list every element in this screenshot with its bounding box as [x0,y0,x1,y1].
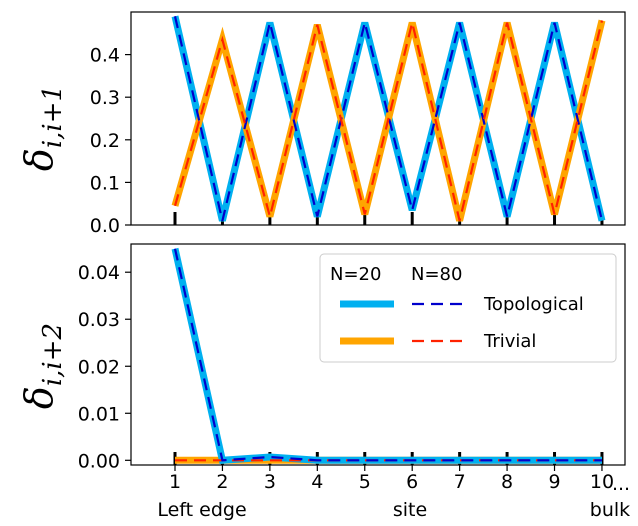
bottom-series-topological-n80 [173,248,602,462]
x-tick-label: 1 [169,471,181,493]
bottom-y-tick-label: 0.01 [78,403,120,425]
bottom-y-axis-label: δi,i+2 [17,323,68,409]
top-y-tick-label: 0.0 [90,215,120,237]
x-annotation-bulk: bulk [590,499,630,521]
top-y-tick-label: 0.1 [90,172,120,194]
x-tick-label: 4 [311,471,323,493]
legend-header-n80: N=80 [411,264,462,285]
top-y-tick-label: 0.4 [90,45,120,67]
legend: N=20 N=80 Topological Trivial [319,253,617,363]
bottom-y-axis-label-sub: i,i+2 [38,323,68,386]
bottom-y-tick-label: 0.00 [78,450,120,472]
x-tick-label: 10 [590,471,614,493]
top-data-layer [171,15,606,225]
bottom-y-tick-label: 0.02 [78,356,120,378]
top-y-ticks: 0.0 0.1 0.2 0.3 0.4 [90,45,131,237]
bottom-y-tick-label: 0.03 [78,309,120,331]
x-tick-label: 6 [406,471,418,493]
x-tick-label: 3 [264,471,276,493]
bottom-y-tick-label: 0.04 [78,262,120,284]
top-y-tick-label: 0.2 [90,130,120,152]
bottom-data-layer [171,247,604,465]
bottom-y-ticks: 0.00 0.01 0.02 0.03 0.04 [78,262,131,472]
top-y-tick-label: 0.3 [90,87,120,109]
x-tick-label: 5 [359,471,371,493]
x-tick-label: 7 [454,471,466,493]
x-tick-label: 9 [548,471,560,493]
x-tick-label: 2 [216,471,228,493]
x-tick-label-ellipsis: ... [612,473,630,495]
legend-header-n20: N=20 [330,264,381,285]
x-axis-label: site [393,499,427,521]
top-y-axis-label-sub: i,i+1 [38,85,68,148]
bottom-x-ticks: 1 2 3 4 5 6 7 8 9 10 [169,465,614,493]
legend-label-trivial: Trivial [483,331,536,352]
top-series-trivial-n80 [173,20,604,221]
legend-label-topological: Topological [483,294,584,315]
x-annotation-left-edge: Left edge [157,499,246,521]
top-y-axis-label: δi,i+1 [17,85,68,171]
top-panel: 0.0 0.1 0.2 0.3 0.4 δi,i+1 [17,11,626,237]
top-series-topological-n80 [173,16,604,221]
legend-box [319,253,617,363]
bottom-panel: 0.000.010.020.030.04 1 2 3 4 5 6 7 8 9 10 δi,i+2 … [17,243,630,521]
x-tick-label: 8 [501,471,513,493]
